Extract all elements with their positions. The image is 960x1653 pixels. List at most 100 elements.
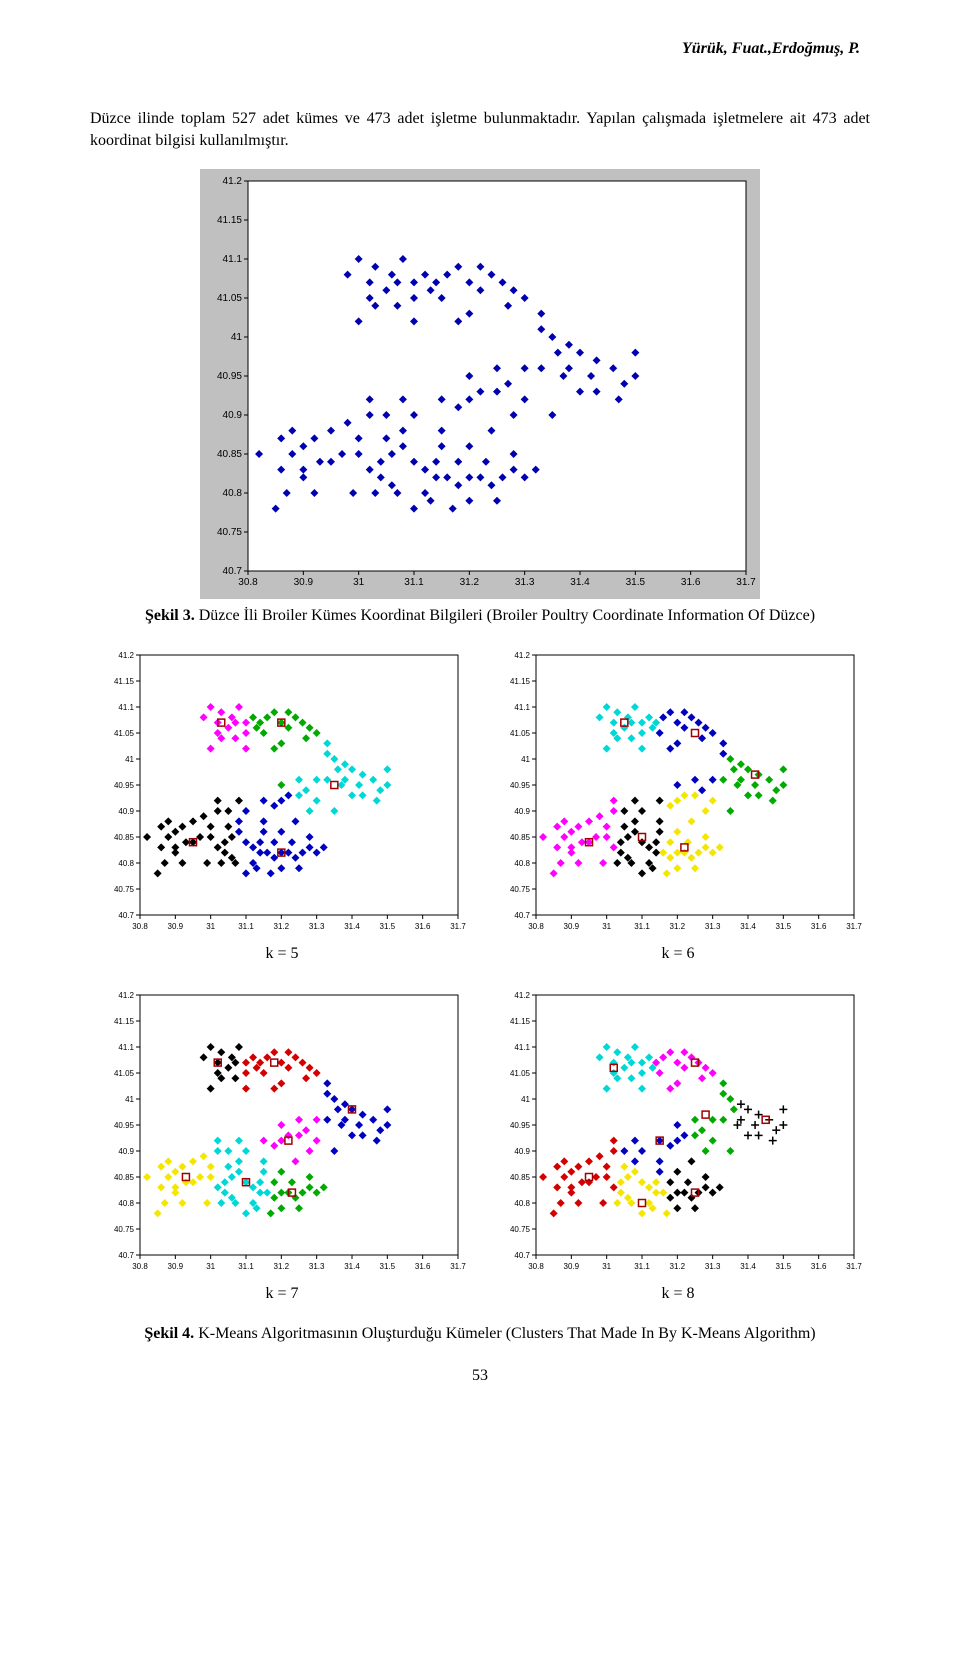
svg-text:31.1: 31.1 — [634, 922, 650, 931]
svg-text:31.6: 31.6 — [681, 577, 701, 588]
svg-text:40.9: 40.9 — [514, 1147, 530, 1156]
svg-text:30.9: 30.9 — [168, 1262, 184, 1271]
panel-k5: 30.830.93131.131.231.331.431.531.631.740… — [90, 643, 474, 979]
svg-text:40.75: 40.75 — [114, 1225, 135, 1234]
svg-text:31.5: 31.5 — [626, 577, 646, 588]
k7-label: k = 7 — [90, 1285, 474, 1303]
svg-text:31.1: 31.1 — [238, 1262, 254, 1271]
svg-text:31.3: 31.3 — [309, 1262, 325, 1271]
svg-text:31.4: 31.4 — [570, 577, 590, 588]
svg-text:31.5: 31.5 — [380, 1262, 396, 1271]
svg-text:30.8: 30.8 — [132, 1262, 148, 1271]
svg-text:40.9: 40.9 — [118, 1147, 134, 1156]
svg-text:31.6: 31.6 — [811, 922, 827, 931]
svg-text:41.1: 41.1 — [514, 1043, 530, 1052]
k5-scatter: 30.830.93131.131.231.331.431.531.631.740… — [92, 643, 472, 943]
k6-scatter: 30.830.93131.131.231.331.431.531.631.740… — [488, 643, 868, 943]
svg-text:41.05: 41.05 — [217, 293, 242, 304]
svg-text:30.9: 30.9 — [564, 922, 580, 931]
svg-text:41: 41 — [125, 1095, 134, 1104]
panel-k7: 30.830.93131.131.231.331.431.531.631.740… — [90, 983, 474, 1319]
svg-text:31: 31 — [353, 577, 365, 588]
svg-text:31.7: 31.7 — [450, 1262, 466, 1271]
figure-4-caption: Şekil 4. K-Means Algoritmasının Oluşturd… — [90, 1325, 870, 1343]
svg-text:31.6: 31.6 — [811, 1262, 827, 1271]
svg-text:40.8: 40.8 — [514, 1199, 530, 1208]
svg-text:31.3: 31.3 — [309, 922, 325, 931]
svg-text:40.8: 40.8 — [223, 488, 243, 499]
svg-text:40.85: 40.85 — [217, 449, 242, 460]
figure-3: 30.8 30.9 31 31.1 31.2 31.3 31.4 31.5 31.6 31.7 40… — [90, 169, 870, 599]
svg-text:31.1: 31.1 — [404, 577, 424, 588]
svg-text:41: 41 — [521, 1095, 530, 1104]
svg-text:41: 41 — [521, 755, 530, 764]
svg-text:41: 41 — [231, 332, 243, 343]
page-container: Yürük, Fuat.,Erdoğmuş, P. Düzce ilinde t… — [0, 0, 960, 1425]
svg-text:40.9: 40.9 — [223, 410, 243, 421]
paragraph-1: Düzce ilinde toplam 527 adet kümes ve 47… — [90, 108, 870, 151]
svg-text:31.5: 31.5 — [776, 1262, 792, 1271]
svg-text:41.15: 41.15 — [510, 1017, 531, 1026]
svg-text:40.9: 40.9 — [118, 807, 134, 816]
svg-text:41.15: 41.15 — [114, 1017, 135, 1026]
svg-text:41.05: 41.05 — [114, 729, 135, 738]
svg-text:31.7: 31.7 — [846, 922, 862, 931]
svg-text:40.8: 40.8 — [514, 859, 530, 868]
svg-text:31.3: 31.3 — [515, 577, 535, 588]
svg-text:30.8: 30.8 — [132, 922, 148, 931]
svg-text:31: 31 — [206, 1262, 215, 1271]
svg-text:31.7: 31.7 — [736, 577, 756, 588]
svg-text:41.15: 41.15 — [114, 677, 135, 686]
svg-text:31.2: 31.2 — [460, 577, 480, 588]
svg-text:31.2: 31.2 — [274, 922, 290, 931]
figure-3-caption: Şekil 3. Düzce İli Broiler Kümes Koordin… — [90, 607, 870, 625]
svg-text:41: 41 — [125, 755, 134, 764]
svg-text:30.9: 30.9 — [294, 577, 314, 588]
svg-text:31.4: 31.4 — [344, 922, 360, 931]
svg-text:31.7: 31.7 — [846, 1262, 862, 1271]
page-number: 53 — [90, 1367, 870, 1385]
svg-text:30.8: 30.8 — [238, 577, 258, 588]
svg-text:31.1: 31.1 — [238, 922, 254, 931]
svg-text:40.7: 40.7 — [223, 566, 243, 577]
svg-text:31: 31 — [602, 922, 611, 931]
svg-text:31.5: 31.5 — [380, 922, 396, 931]
svg-text:41.15: 41.15 — [510, 677, 531, 686]
svg-text:41.05: 41.05 — [510, 1069, 531, 1078]
panel-k8: 30.830.93131.131.231.331.431.531.631.740… — [486, 983, 870, 1319]
svg-text:40.85: 40.85 — [114, 833, 135, 842]
svg-text:40.85: 40.85 — [510, 1173, 531, 1182]
fig3-label: Şekil 3. — [145, 607, 195, 624]
k5-label: k = 5 — [90, 945, 474, 963]
svg-text:40.85: 40.85 — [510, 833, 531, 842]
svg-text:41.1: 41.1 — [118, 1043, 134, 1052]
svg-text:31.6: 31.6 — [415, 1262, 431, 1271]
running-head: Yürük, Fuat.,Erdoğmuş, P. — [90, 40, 870, 58]
svg-text:31.4: 31.4 — [740, 1262, 756, 1271]
svg-text:41.05: 41.05 — [510, 729, 531, 738]
fig4-label: Şekil 4. — [144, 1325, 194, 1342]
svg-text:40.7: 40.7 — [514, 911, 530, 920]
row-k7-k8: 30.8 30.9 31 31.1 31.2 31.3 31.4 31.5 31.6 31.7 40… — [90, 983, 870, 1319]
svg-text:40.95: 40.95 — [114, 1121, 135, 1130]
svg-text:40.95: 40.95 — [510, 1121, 531, 1130]
svg-text:41.1: 41.1 — [118, 703, 134, 712]
svg-text:41.05: 41.05 — [114, 1069, 135, 1078]
svg-text:40.75: 40.75 — [114, 885, 135, 894]
k7-scatter: 30.830.93131.131.231.331.431.531.631.740… — [92, 983, 472, 1283]
panel-k6: 30.830.93131.131.231.331.431.531.631.740… — [486, 643, 870, 979]
svg-text:40.75: 40.75 — [217, 527, 242, 538]
svg-text:41.1: 41.1 — [223, 254, 243, 265]
svg-text:40.75: 40.75 — [510, 885, 531, 894]
svg-text:31.4: 31.4 — [740, 922, 756, 931]
svg-text:31: 31 — [206, 922, 215, 931]
svg-text:40.9: 40.9 — [514, 807, 530, 816]
svg-text:40.8: 40.8 — [118, 859, 134, 868]
svg-text:40.95: 40.95 — [510, 781, 531, 790]
k8-scatter: 30.830.93131.131.231.331.431.531.631.740… — [488, 983, 868, 1283]
svg-text:31.2: 31.2 — [274, 1262, 290, 1271]
svg-text:40.85: 40.85 — [114, 1173, 135, 1182]
svg-text:40.8: 40.8 — [118, 1199, 134, 1208]
svg-text:31.3: 31.3 — [705, 1262, 721, 1271]
svg-text:31: 31 — [602, 1262, 611, 1271]
